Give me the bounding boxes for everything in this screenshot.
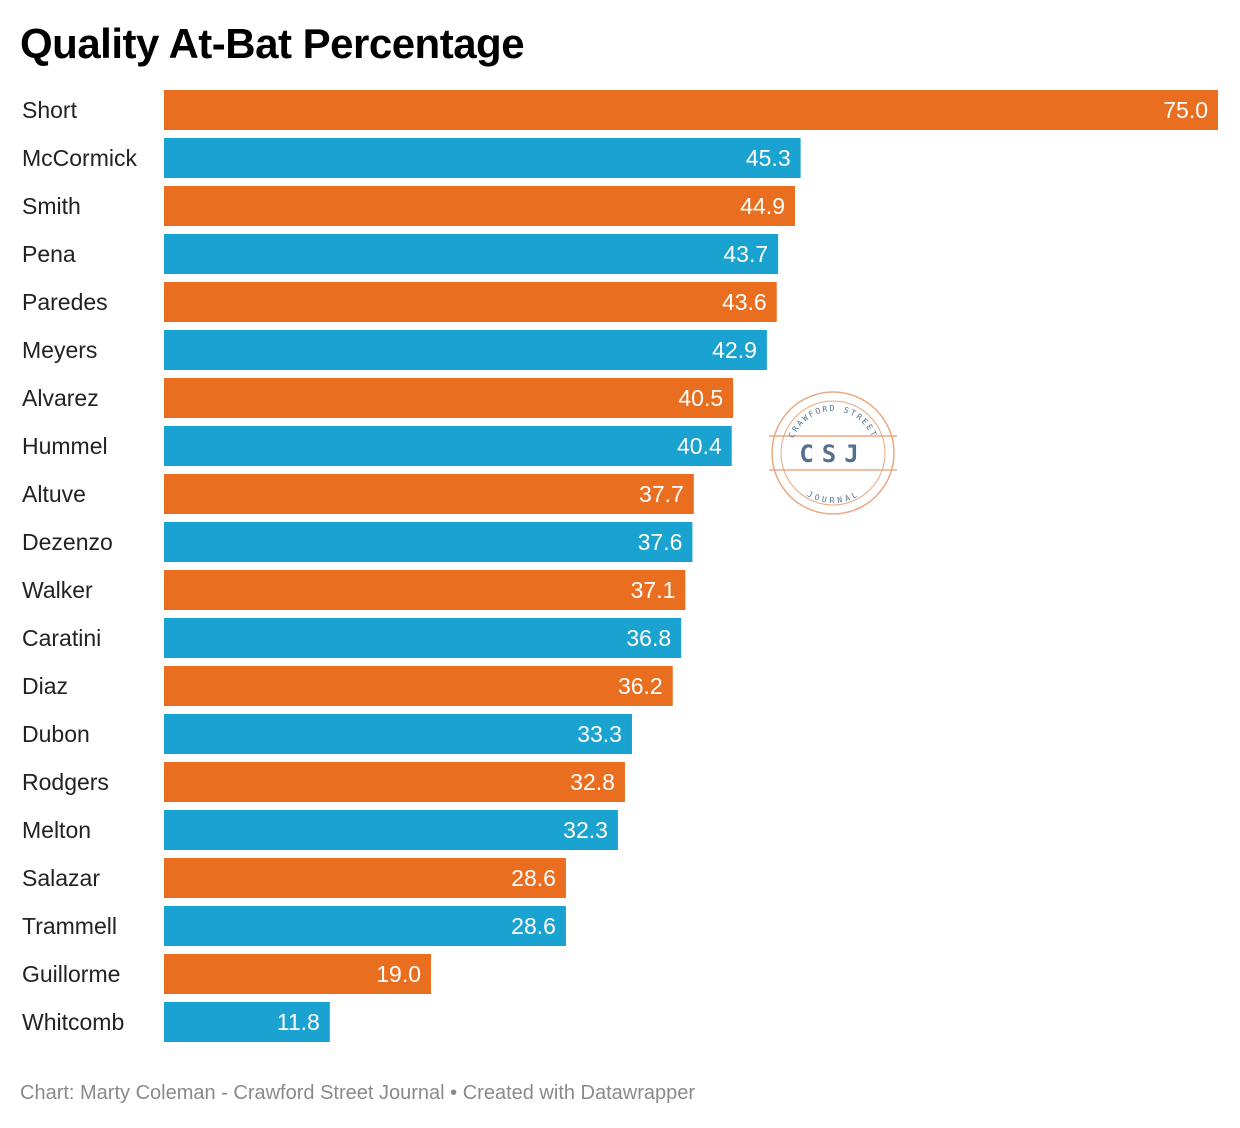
- value-label-trammell: 28.6: [511, 913, 556, 939]
- category-label-caratini: Caratini: [22, 625, 101, 651]
- category-label-mccormick: McCormick: [22, 145, 137, 171]
- bar-rodgers: [164, 762, 625, 802]
- value-label-meyers: 42.9: [712, 337, 757, 363]
- value-label-hummel: 40.4: [677, 433, 722, 459]
- value-label-salazar: 28.6: [511, 865, 556, 891]
- category-label-altuve: Altuve: [22, 481, 86, 507]
- value-label-mccormick: 45.3: [746, 145, 791, 171]
- bar-hummel: [164, 426, 732, 466]
- bar-meyers: [164, 330, 767, 370]
- value-label-whitcomb: 11.8: [277, 1009, 320, 1035]
- watermark-inner-ring: [780, 400, 886, 506]
- bar-short: [164, 90, 1218, 130]
- category-label-walker: Walker: [22, 577, 93, 603]
- watermark-outer-ring: [771, 391, 895, 515]
- bar-caratini: [164, 618, 682, 658]
- category-label-rodgers: Rodgers: [22, 769, 109, 795]
- bar-pena: [164, 234, 779, 274]
- bar-dezenzo: [164, 522, 693, 562]
- bar-paredes: [164, 282, 777, 322]
- value-label-smith: 44.9: [740, 193, 785, 219]
- category-label-pena: Pena: [22, 241, 76, 267]
- category-label-meyers: Meyers: [22, 337, 97, 363]
- chart-footer: Chart: Marty Coleman - Crawford Street J…: [20, 1082, 695, 1105]
- bar-melton: [164, 810, 618, 850]
- bar-mccormick: [164, 138, 801, 178]
- bar-salazar: [164, 858, 566, 898]
- chart-title: Quality At-Bat Percentage: [20, 20, 525, 67]
- category-label-alvarez: Alvarez: [22, 385, 99, 411]
- value-label-altuve: 37.7: [639, 481, 684, 507]
- value-label-walker: 37.1: [631, 577, 676, 603]
- value-label-dubon: 33.3: [577, 721, 622, 747]
- category-label-dezenzo: Dezenzo: [22, 529, 113, 555]
- footer-separator: •: [444, 1082, 463, 1104]
- category-label-trammell: Trammell: [22, 913, 117, 939]
- bar-whitcomb: [164, 1002, 330, 1042]
- watermark-top-text: CRAWFORD STREET: [787, 404, 877, 439]
- value-label-pena: 43.7: [723, 241, 768, 267]
- footer-credit: Created with Datawrapper: [462, 1082, 696, 1104]
- watermark-bottom-text: JOURNAL: [806, 489, 859, 505]
- category-label-guillorme: Guillorme: [22, 961, 120, 987]
- value-label-melton: 32.3: [563, 817, 608, 843]
- bar-trammell: [164, 906, 566, 946]
- value-label-alvarez: 40.5: [678, 385, 723, 411]
- bar-diaz: [164, 666, 673, 706]
- bar-altuve: [164, 474, 694, 514]
- category-label-smith: Smith: [22, 193, 81, 219]
- category-label-salazar: Salazar: [22, 865, 100, 891]
- footer-source: Chart: Marty Coleman - Crawford Street J…: [20, 1082, 445, 1104]
- value-label-dezenzo: 37.6: [638, 529, 683, 555]
- category-label-whitcomb: Whitcomb: [22, 1009, 124, 1035]
- category-label-short: Short: [22, 97, 78, 123]
- category-label-paredes: Paredes: [22, 289, 108, 315]
- value-label-guillorme: 19.0: [376, 961, 421, 987]
- value-label-caratini: 36.8: [626, 625, 671, 651]
- csj-watermark-logo: CRAWFORD STREET JOURNAL CSJ: [769, 391, 897, 515]
- bar-group: Short 75.0 McCormick 45.3 Smith 44.9 Pena 43.7 P…: [22, 90, 1218, 1042]
- bar-dubon: [164, 714, 632, 754]
- svg-text:CRAWFORD STREET: CRAWFORD STREET: [787, 404, 879, 439]
- watermark-initials: CSJ: [799, 440, 866, 468]
- bar-guillorme: [164, 954, 432, 994]
- category-label-diaz: Diaz: [22, 673, 68, 699]
- bar-smith: [164, 186, 795, 226]
- value-label-diaz: 36.2: [618, 673, 663, 699]
- category-label-hummel: Hummel: [22, 433, 108, 459]
- bar-alvarez: [164, 378, 734, 418]
- value-label-paredes: 43.6: [722, 289, 767, 315]
- bar-walker: [164, 570, 686, 610]
- category-label-dubon: Dubon: [22, 721, 90, 747]
- value-label-rodgers: 32.8: [570, 769, 615, 795]
- svg-text:JOURNAL: JOURNAL: [806, 489, 861, 505]
- value-label-short: 75.0: [1163, 97, 1208, 123]
- category-label-melton: Melton: [22, 817, 91, 843]
